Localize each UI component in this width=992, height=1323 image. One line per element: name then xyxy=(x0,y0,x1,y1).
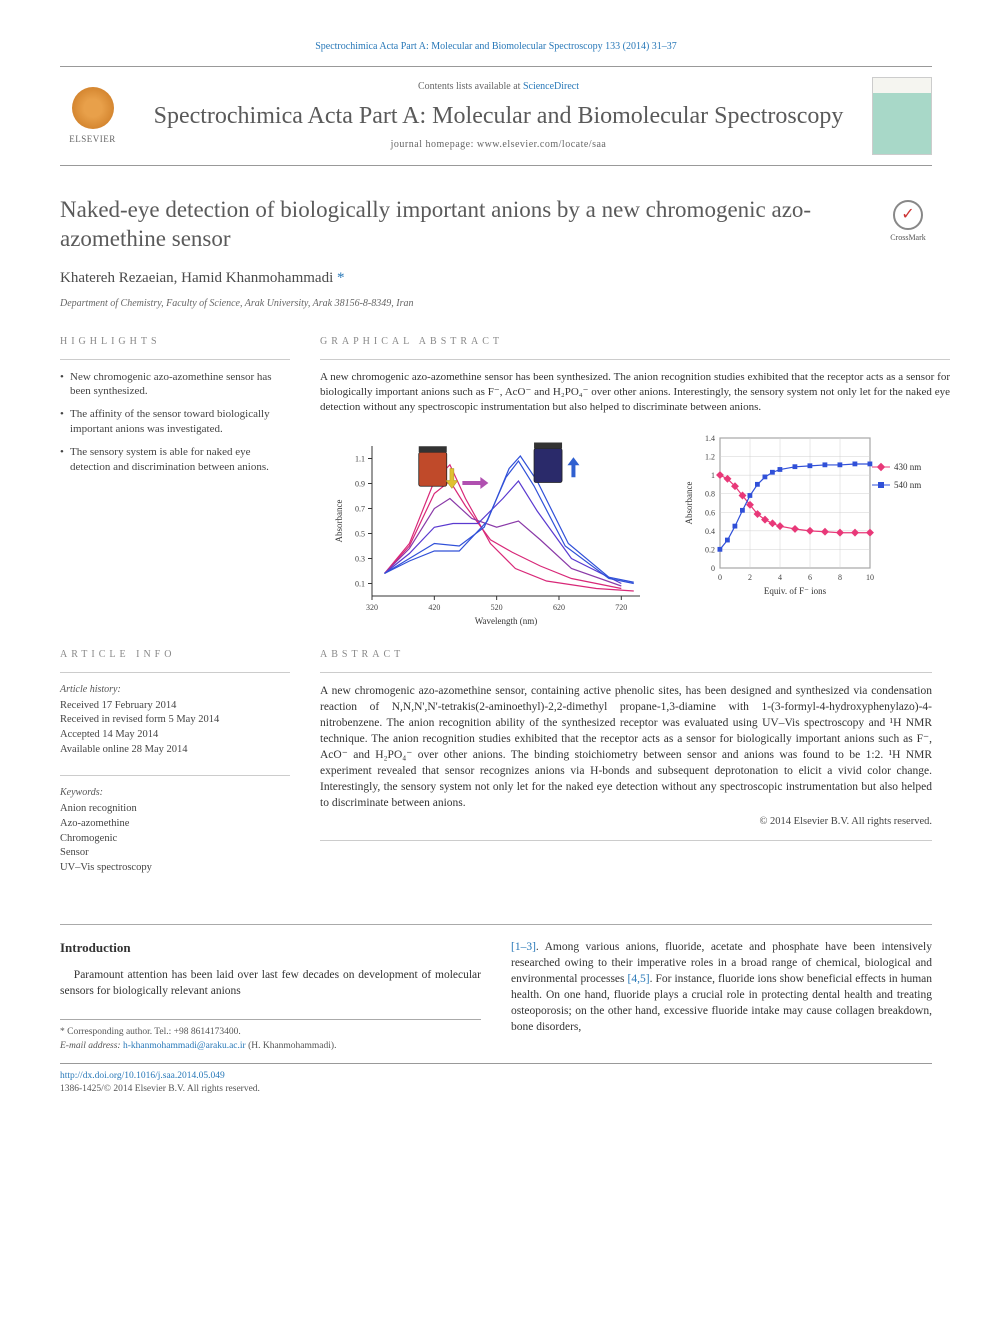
svg-text:0.5: 0.5 xyxy=(355,529,365,538)
masthead: ELSEVIER Contents lists available at Sci… xyxy=(60,66,932,166)
journal-title: Spectrochimica Acta Part A: Molecular an… xyxy=(145,102,852,131)
svg-text:8: 8 xyxy=(838,573,842,582)
svg-text:320: 320 xyxy=(366,603,378,612)
highlights-label: HIGHLIGHTS xyxy=(60,335,290,349)
highlight-item: The sensory system is able for naked eye… xyxy=(60,445,290,475)
keyword: Anion recognition xyxy=(60,802,290,817)
svg-text:1.1: 1.1 xyxy=(355,454,365,463)
history-line: Received 17 February 2014 xyxy=(60,699,290,714)
svg-text:Absorbance: Absorbance xyxy=(334,499,344,542)
contents-prefix: Contents lists available at xyxy=(418,81,523,92)
abstract-label: ABSTRACT xyxy=(320,648,932,662)
svg-text:0: 0 xyxy=(718,573,722,582)
svg-text:0: 0 xyxy=(711,564,715,573)
authors: Khatereh Rezaeian, Hamid Khanmohammadi * xyxy=(60,268,932,289)
svg-text:0.9: 0.9 xyxy=(355,479,365,488)
journal-citation: Spectrochimica Acta Part A: Molecular an… xyxy=(60,40,932,54)
history-line: Available online 28 May 2014 xyxy=(60,743,290,758)
sciencedirect-link[interactable]: ScienceDirect xyxy=(523,81,579,92)
abstract-copyright: © 2014 Elsevier B.V. All rights reserved… xyxy=(320,815,932,830)
homepage-url[interactable]: www.elsevier.com/locate/saa xyxy=(477,139,606,150)
history-line: Received in revised form 5 May 2014 xyxy=(60,713,290,728)
issn-copyright: 1386-1425/© 2014 Elsevier B.V. All right… xyxy=(60,1083,932,1096)
svg-text:1.4: 1.4 xyxy=(705,434,715,443)
article-title: Naked-eye detection of biologically impo… xyxy=(60,196,864,254)
graphical-abstract-text: A new chromogenic azo-azomethine sensor … xyxy=(320,370,950,416)
corr-author-line: * Corresponding author. Tel.: +98 861417… xyxy=(60,1026,481,1039)
svg-text:Absorbance: Absorbance xyxy=(684,481,694,524)
email-suffix: (H. Khanmohammadi). xyxy=(246,1041,337,1051)
svg-text:1: 1 xyxy=(711,471,715,480)
footer: http://dx.doi.org/10.1016/j.saa.2014.05.… xyxy=(60,1063,932,1097)
author-names: Khatereh Rezaeian, Hamid Khanmohammadi xyxy=(60,270,333,286)
journal-cover-thumbnail xyxy=(872,77,932,155)
ga-spectrum-chart: 0.1 0.3 0.5 0.7 0.9 1.1 320 420 520 620 720 Wavelen… xyxy=(330,428,650,628)
svg-text:4: 4 xyxy=(778,573,782,582)
keyword: UV–Vis spectroscopy xyxy=(60,861,290,876)
history-heading: Article history: xyxy=(60,683,290,697)
intro-paragraph-left: Paramount attention has been laid over l… xyxy=(60,967,481,999)
svg-text:Wavelength (nm): Wavelength (nm) xyxy=(475,616,538,626)
svg-text:720: 720 xyxy=(615,603,627,612)
svg-text:430 nm: 430 nm xyxy=(894,462,921,472)
svg-text:0.4: 0.4 xyxy=(705,527,715,536)
svg-text:420: 420 xyxy=(428,603,440,612)
svg-text:520: 520 xyxy=(491,603,503,612)
graphical-abstract-label: GRAPHICAL ABSTRACT xyxy=(320,335,950,349)
svg-text:0.3: 0.3 xyxy=(355,554,365,563)
affiliation: Department of Chemistry, Faculty of Scie… xyxy=(60,297,932,311)
article-info-label: ARTICLE INFO xyxy=(60,648,290,662)
svg-text:6: 6 xyxy=(808,573,812,582)
corresponding-marker: * xyxy=(337,270,345,286)
corresponding-author-footnote: * Corresponding author. Tel.: +98 861417… xyxy=(60,1019,481,1053)
introduction-heading: Introduction xyxy=(60,939,481,957)
abstract-text: A new chromogenic azo-azomethine sensor,… xyxy=(320,683,932,812)
svg-text:0.8: 0.8 xyxy=(705,489,715,498)
ref-link[interactable]: [4,5] xyxy=(628,973,650,985)
intro-paragraph-right: [1–3]. Among various anions, fluoride, a… xyxy=(511,939,932,1036)
keywords-heading: Keywords: xyxy=(60,786,290,800)
graphical-abstract-figure: 0.10.30.50.70.91.1320420520620720Wavelen… xyxy=(320,428,950,628)
svg-text:620: 620 xyxy=(553,603,565,612)
ga-titration-chart: 0 0.2 0.4 0.6 0.8 1 1.2 1.4 0 2 4 6 8 10 Equiv. of F⁻ … xyxy=(680,428,940,598)
elsevier-logo: ELSEVIER xyxy=(60,79,125,154)
svg-text:2: 2 xyxy=(748,573,752,582)
highlights-list: New chromogenic azo-azomethine sensor ha… xyxy=(60,370,290,475)
highlight-item: The affinity of the sensor toward biolog… xyxy=(60,407,290,437)
svg-text:540 nm: 540 nm xyxy=(894,480,921,490)
svg-text:10: 10 xyxy=(866,573,874,582)
keyword: Sensor xyxy=(60,846,290,861)
corr-email-link[interactable]: h-khanmohammadi@araku.ac.ir xyxy=(123,1041,246,1051)
keyword: Azo-azomethine xyxy=(60,817,290,832)
homepage-prefix: journal homepage: xyxy=(391,139,477,150)
crossmark-icon: ✓ xyxy=(893,200,923,230)
svg-text:0.6: 0.6 xyxy=(705,508,715,517)
email-label: E-mail address: xyxy=(60,1041,123,1051)
highlight-item: New chromogenic azo-azomethine sensor ha… xyxy=(60,370,290,400)
svg-text:0.7: 0.7 xyxy=(355,504,365,513)
crossmark-label: CrossMark xyxy=(884,232,932,243)
ref-link[interactable]: [1–3] xyxy=(511,941,536,953)
svg-text:1.2: 1.2 xyxy=(705,452,715,461)
contents-available: Contents lists available at ScienceDirec… xyxy=(145,80,852,94)
svg-text:0.1: 0.1 xyxy=(355,579,365,588)
doi-link[interactable]: http://dx.doi.org/10.1016/j.saa.2014.05.… xyxy=(60,1071,225,1081)
keyword: Chromogenic xyxy=(60,832,290,847)
svg-text:Equiv. of F⁻ ions: Equiv. of F⁻ ions xyxy=(764,586,827,596)
journal-homepage: journal homepage: www.elsevier.com/locat… xyxy=(145,138,852,152)
crossmark-badge[interactable]: ✓ CrossMark xyxy=(884,200,932,243)
svg-text:0.2: 0.2 xyxy=(705,545,715,554)
elsevier-label: ELSEVIER xyxy=(69,133,116,146)
history-line: Accepted 14 May 2014 xyxy=(60,728,290,743)
